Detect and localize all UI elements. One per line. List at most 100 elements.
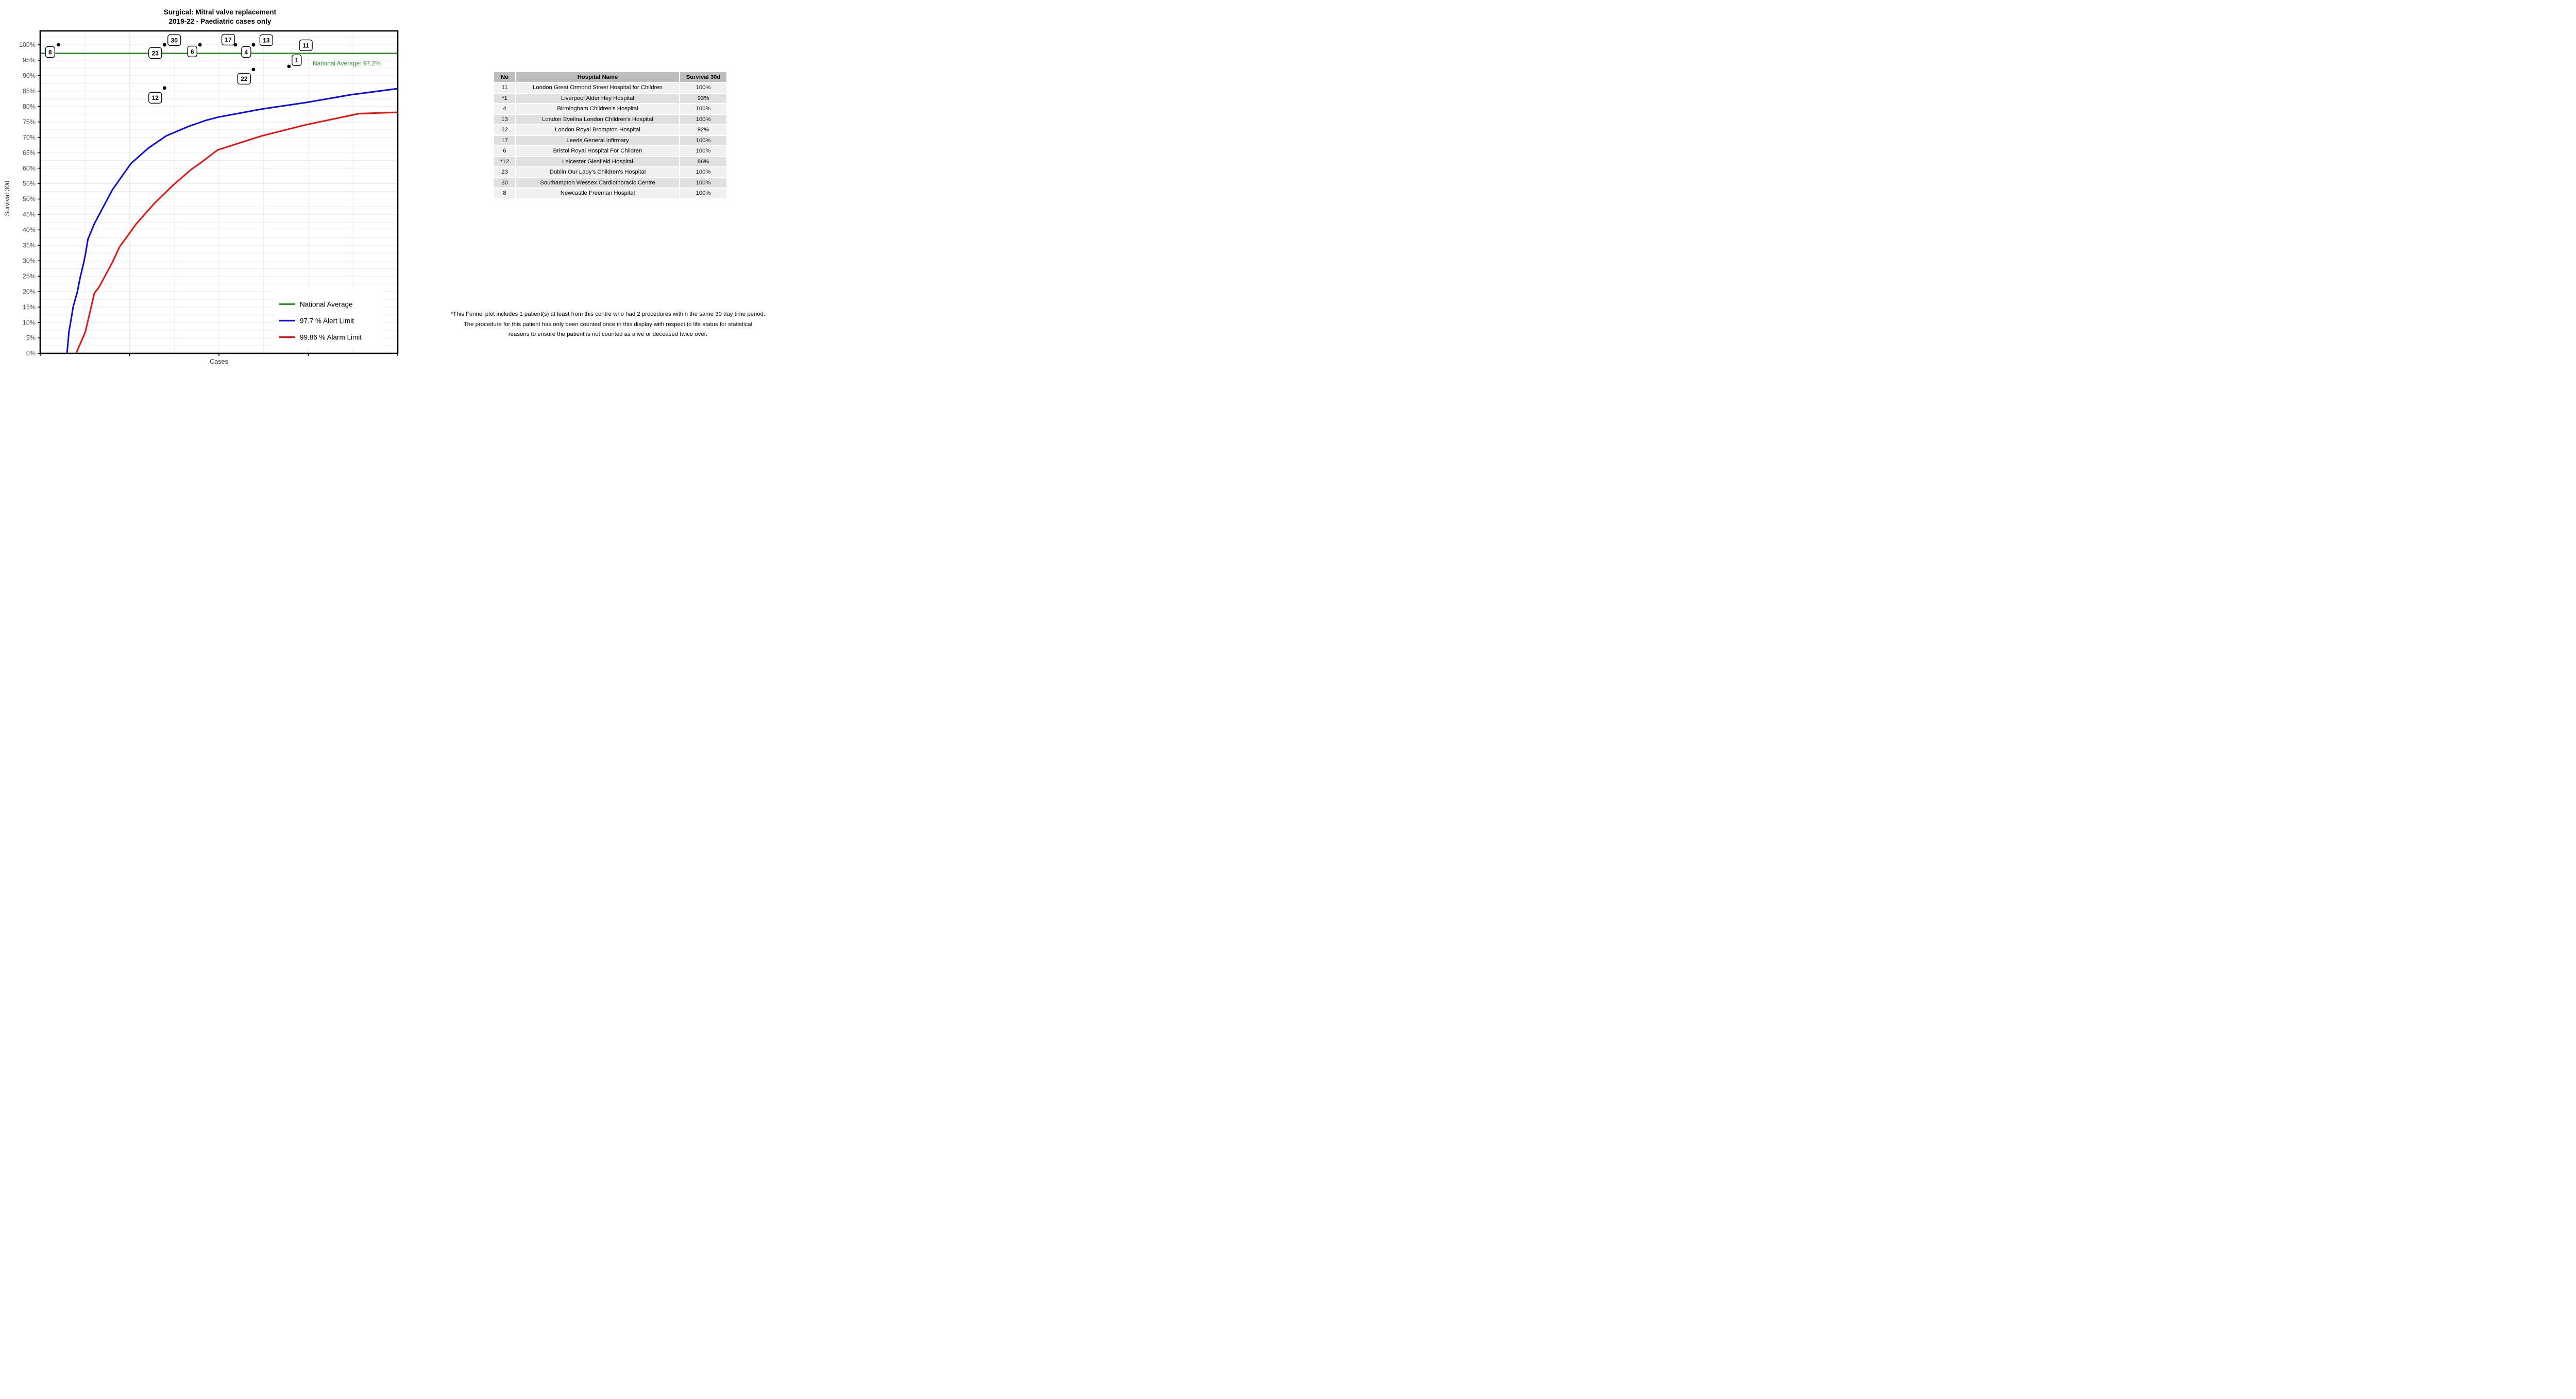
table-row-30: 30 Southampton Wessex Cardiothoracic Cent… [494, 178, 726, 187]
point-label-box-6 [187, 45, 197, 58]
table-cell-col-val: 100% [680, 178, 726, 187]
table-cell-col-name: Leeds General Infirmary [516, 135, 679, 145]
table-cell-col-val: 100% [680, 189, 726, 198]
table-cell-col-val: 100% [680, 167, 726, 177]
funnel-plot-footnote: *This Funnel plot includes 1 patient(s) … [402, 310, 814, 340]
table-row-17: 17 Leeds General Infirmary 100% [494, 135, 726, 145]
table-row-13: 13 London Evelina London Children's Hospi… [494, 114, 726, 124]
table-cell-col-no: *1 [494, 93, 515, 103]
table-header-row: No Hospital Name Survival 30d [494, 72, 726, 82]
table-cell-col-name: Birmingham Children's Hospital [516, 104, 679, 114]
table-row-12: *12 Leicester Glenfield Hospital 86% [494, 157, 726, 166]
table-cell-col-no: 22 [494, 125, 515, 135]
point-label-box-11 [299, 39, 313, 52]
point-label-box-4 [241, 46, 251, 58]
y-tick-label: 95% [23, 57, 36, 64]
table-row-22: 22 London Royal Brompton Hospital 92% [494, 125, 726, 135]
funnel-plot: Surgical: Mitral valve replacement 2019-… [4, 8, 399, 365]
data-point-30 [162, 43, 166, 47]
y-tick-label: 85% [23, 88, 36, 95]
point-label-1: 1 [295, 57, 299, 64]
y-tick-label: 55% [23, 180, 36, 187]
hospital-results-table-panel: No Hospital Name Survival 30d 11 London Gre… [493, 71, 727, 199]
table-cell-col-no: 13 [494, 114, 515, 124]
table-row-1: *1 Liverpool Alder Hey Hospital 93% [494, 93, 726, 103]
alert-limit-line [66, 88, 398, 354]
table-cell-col-name: Bristol Royal Hospital For Children [516, 146, 679, 156]
hospital-results-table: No Hospital Name Survival 30d 11 London Gre… [493, 71, 727, 199]
x-axis-title: Cases [210, 358, 228, 365]
y-tick-label: 100% [19, 41, 36, 48]
national-average-annotation: National Average: 97.2% [313, 60, 381, 67]
alarm-limit-line [75, 111, 398, 354]
y-tick-label: 10% [23, 319, 36, 326]
table-header-col-name: Hospital Name [516, 72, 679, 82]
y-tick-label: 70% [23, 134, 36, 141]
footnote-line-2: The procedure for this patient has only … [463, 321, 753, 328]
point-label-11: 11 [302, 42, 309, 49]
y-tick-label: 40% [23, 227, 36, 234]
table-row-8: 8 Newcastle Freeman Hospital 100% [494, 189, 726, 198]
plot-border [39, 30, 399, 354]
legend-label-alert-limit: 97.7 % Alert Limit [300, 317, 354, 325]
table-cell-col-name: Newcastle Freeman Hospital [516, 189, 679, 198]
point-label-box-1 [292, 54, 302, 66]
table-cell-col-val: 92% [680, 125, 726, 135]
point-label-23: 23 [152, 49, 159, 57]
table-cell-col-no: 8 [494, 189, 515, 198]
y-tick-label: 90% [23, 72, 36, 79]
y-axis-title: Survival 30d [4, 181, 11, 216]
footnote-line-1: *This Funnel plot includes 1 patient(s) … [450, 311, 766, 317]
data-point-8 [56, 43, 60, 47]
point-label-30: 30 [171, 37, 178, 44]
y-tick-label: 25% [23, 272, 36, 280]
y-tick-label: 75% [23, 118, 36, 126]
footnote-line-3: reasons to ensure the patient is not cou… [508, 331, 708, 338]
point-label-box-13 [259, 34, 274, 46]
point-label-box-23 [148, 47, 162, 59]
point-label-13: 13 [263, 37, 270, 44]
table-cell-col-no: 30 [494, 178, 515, 187]
data-point-1 [287, 64, 291, 69]
table-cell-col-name: London Great Ormond Street Hospital for … [516, 83, 679, 93]
point-label-box-22 [237, 73, 251, 85]
y-tick-label: 35% [23, 242, 36, 249]
point-label-4: 4 [245, 48, 248, 56]
point-label-12: 12 [152, 94, 159, 101]
y-tick-label: 30% [23, 257, 36, 264]
data-point-6 [198, 43, 202, 47]
table-cell-col-no: 17 [494, 135, 515, 145]
y-tick-label: 0% [26, 350, 36, 357]
table-cell-col-val: 100% [680, 114, 726, 124]
table-cell-col-val: 93% [680, 93, 726, 103]
table-cell-col-name: London Evelina London Children's Hospita… [516, 114, 679, 124]
table-cell-col-no: 23 [494, 167, 515, 177]
y-tick-label: 65% [23, 149, 36, 157]
table-cell-col-val: 100% [680, 135, 726, 145]
table-row-4: 4 Birmingham Children's Hospital 100% [494, 104, 726, 114]
table-cell-col-name: London Royal Brompton Hospital [516, 125, 679, 135]
table-cell-col-no: 4 [494, 104, 515, 114]
data-point-12 [162, 86, 166, 90]
point-label-box-17 [221, 33, 235, 46]
y-tick-label: 20% [23, 288, 36, 295]
table-cell-col-val: 100% [680, 83, 726, 93]
table-cell-col-val: 86% [680, 157, 726, 166]
table-cell-col-val: 100% [680, 104, 726, 114]
table-row-11: 11 London Great Ormond Street Hospital fo… [494, 83, 726, 93]
table-cell-col-name: Southampton Wessex Cardiothoracic Centre [516, 178, 679, 187]
point-label-6: 6 [191, 48, 194, 55]
y-tick-label: 5% [26, 334, 36, 342]
point-label-box-30 [167, 34, 181, 46]
point-label-22: 22 [241, 75, 248, 82]
table-cell-col-name: Liverpool Alder Hey Hospital [516, 93, 679, 103]
table-cell-col-name: Leicester Glenfield Hospital [516, 157, 679, 166]
table-header-col-val: Survival 30d [680, 72, 726, 82]
table-cell-col-name: Dublin Our Lady's Children's Hospital [516, 167, 679, 177]
table-row-6: 6 Bristol Royal Hospital For Children 100% [494, 146, 726, 156]
table-cell-col-val: 100% [680, 146, 726, 156]
point-label-8: 8 [48, 48, 52, 56]
y-tick-label: 60% [23, 165, 36, 172]
legend-label-national-average: National Average [300, 300, 353, 308]
y-tick-label: 50% [23, 196, 36, 203]
